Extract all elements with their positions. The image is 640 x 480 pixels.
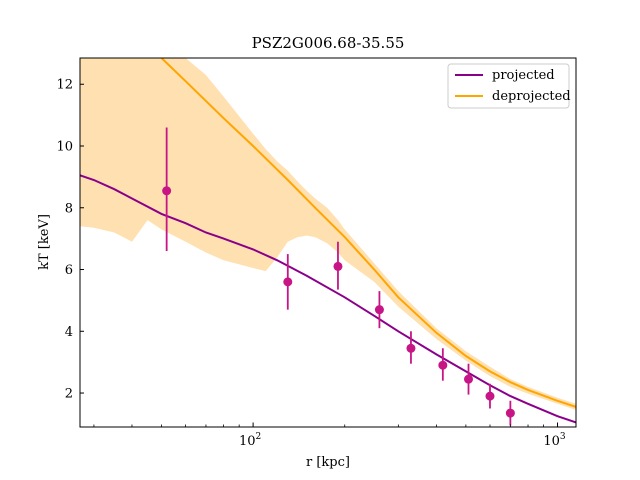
data-point-7 — [485, 383, 495, 409]
data-point-3 — [374, 291, 384, 329]
x-tick-label: 102 — [239, 432, 261, 449]
legend: projected deprojected — [447, 63, 571, 109]
point-marker — [406, 343, 416, 353]
point-marker — [438, 360, 448, 370]
y-tick-label: 10 — [56, 140, 73, 155]
point-marker — [333, 261, 343, 271]
data-point-0 — [162, 127, 172, 251]
data-point-2 — [333, 241, 343, 290]
data-point-8 — [505, 400, 515, 426]
point-marker — [283, 277, 293, 287]
deprojected-band — [80, 58, 576, 410]
y-tick-label: 4 — [65, 325, 73, 340]
y-tick-label: 2 — [65, 387, 73, 402]
y-tick-label: 12 — [56, 78, 73, 93]
point-marker — [505, 408, 515, 418]
data-point-5 — [438, 348, 448, 381]
x-axis: 102 103 — [93, 422, 566, 449]
data-point-1 — [283, 254, 293, 310]
point-marker — [162, 186, 172, 196]
point-marker — [485, 391, 495, 401]
plot-area — [80, 58, 576, 426]
y-tick-label: 8 — [65, 201, 73, 216]
y-axis-label: kT [keV] — [37, 214, 52, 270]
y-tick-label: 6 — [65, 263, 73, 278]
x-axis-label: r [kpc] — [306, 455, 350, 470]
x-tick-label: 103 — [543, 432, 566, 449]
point-marker — [374, 305, 384, 315]
deprojected-line — [160, 58, 576, 408]
point-marker — [464, 374, 474, 384]
data-point-4 — [406, 331, 416, 364]
legend-label-deprojected: deprojected — [492, 89, 571, 104]
y-axis: 2 4 6 8 10 12 — [56, 78, 84, 402]
data-point-6 — [464, 363, 474, 395]
projected-line — [80, 174, 576, 424]
chart-title: PSZ2G006.68-35.55 — [252, 34, 405, 52]
plot-frame — [79, 57, 577, 428]
legend-label-projected: projected — [492, 68, 555, 83]
